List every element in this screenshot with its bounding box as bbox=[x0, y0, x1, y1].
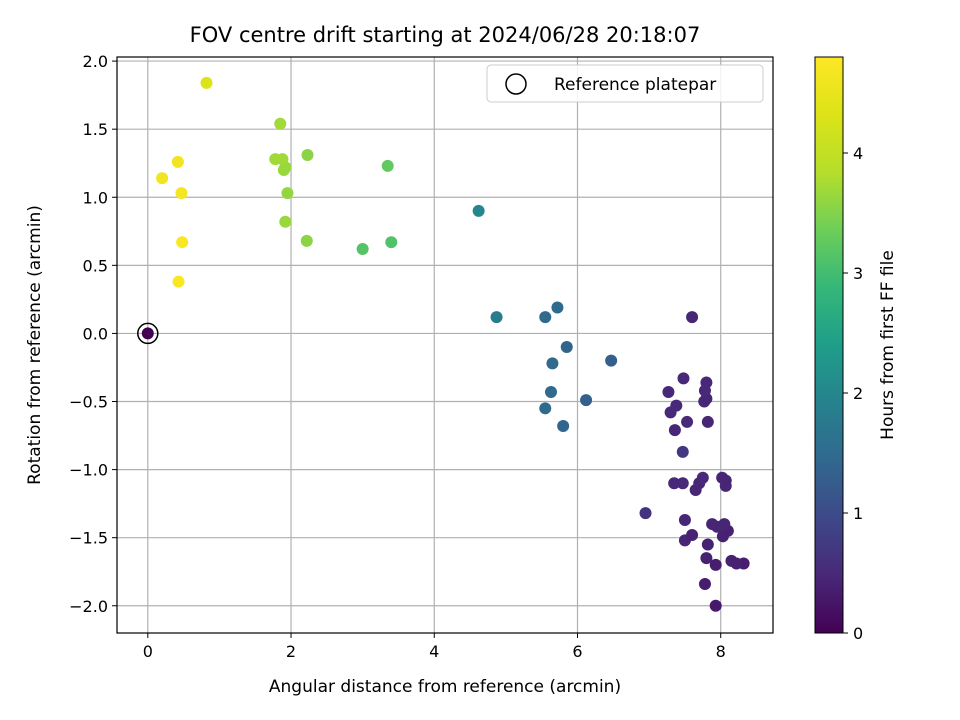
data-point bbox=[472, 204, 485, 217]
x-axis-label: Angular distance from reference (arcmin) bbox=[269, 677, 621, 697]
y-tick-label: 1.5 bbox=[83, 120, 108, 139]
data-point bbox=[560, 341, 573, 354]
y-tick-label: −2.0 bbox=[69, 597, 108, 616]
colorbar-tick-label: 2 bbox=[853, 384, 863, 403]
data-point bbox=[700, 552, 713, 565]
data-point bbox=[356, 243, 369, 255]
data-point bbox=[696, 471, 709, 484]
data-point bbox=[676, 477, 689, 490]
legend-label-reference: Reference platepar bbox=[554, 75, 716, 95]
data-point bbox=[301, 149, 314, 162]
y-tick-label: −0.5 bbox=[69, 393, 108, 412]
colorbar-tick-label: 0 bbox=[853, 624, 863, 643]
data-point bbox=[141, 327, 154, 340]
data-point bbox=[385, 236, 398, 249]
x-tick-label: 8 bbox=[716, 642, 726, 661]
data-point bbox=[668, 424, 681, 437]
y-tick-label: 0.0 bbox=[83, 324, 108, 343]
y-axis-ticks: −2.0 −1.5 −1.0 −0.5 0.0 0.5 1.0 1.5 2.0 bbox=[69, 52, 117, 616]
data-points bbox=[137, 76, 750, 612]
data-point bbox=[200, 76, 213, 89]
data-point bbox=[709, 558, 722, 571]
plot-area bbox=[117, 57, 773, 633]
chart-title: FOV centre drift starting at 2024/06/28 … bbox=[190, 23, 701, 47]
data-point bbox=[718, 518, 731, 531]
data-point bbox=[677, 372, 690, 385]
legend-marker-reference bbox=[505, 73, 527, 95]
y-tick-label: −1.0 bbox=[69, 461, 108, 480]
x-tick-label: 2 bbox=[286, 642, 296, 661]
data-point bbox=[670, 399, 683, 412]
data-point bbox=[678, 513, 691, 526]
data-point bbox=[580, 394, 593, 407]
x-tick-label: 0 bbox=[143, 642, 153, 661]
data-point bbox=[686, 528, 699, 541]
data-point bbox=[668, 477, 681, 490]
data-point bbox=[171, 155, 184, 168]
x-tick-label: 6 bbox=[572, 642, 582, 661]
plot-frame bbox=[116, 56, 774, 634]
reference-marker bbox=[137, 322, 159, 345]
data-point bbox=[698, 577, 711, 590]
y-tick-label: 0.5 bbox=[83, 256, 108, 275]
x-axis-ticks: 0 2 4 6 8 bbox=[143, 633, 726, 661]
y-tick-label: 2.0 bbox=[83, 52, 108, 71]
data-point bbox=[700, 376, 713, 389]
data-point bbox=[300, 234, 313, 247]
data-point bbox=[276, 153, 289, 166]
y-tick-label: −1.5 bbox=[69, 529, 108, 548]
data-point bbox=[709, 599, 722, 612]
colorbar-label: Hours from first FF file bbox=[878, 250, 898, 440]
x-tick-label: 4 bbox=[429, 642, 439, 661]
data-point bbox=[676, 445, 689, 458]
data-point bbox=[681, 415, 694, 428]
data-point bbox=[662, 385, 675, 398]
legend: Reference platepar bbox=[486, 64, 764, 103]
y-tick-label: 1.0 bbox=[83, 188, 108, 207]
data-point bbox=[544, 385, 557, 398]
data-point bbox=[539, 311, 552, 324]
colorbar-tick-label: 1 bbox=[853, 504, 863, 523]
data-point bbox=[701, 415, 714, 428]
colorbar bbox=[814, 56, 844, 634]
data-point bbox=[557, 420, 570, 433]
y-axis-label: Rotation from reference (arcmin) bbox=[25, 205, 45, 485]
data-point bbox=[274, 117, 287, 130]
data-point bbox=[725, 554, 738, 567]
data-point bbox=[176, 236, 189, 249]
data-point bbox=[156, 172, 169, 185]
data-point bbox=[381, 159, 394, 172]
colorbar-tick-label: 4 bbox=[853, 144, 863, 163]
data-point bbox=[639, 507, 652, 520]
data-point bbox=[686, 311, 699, 324]
data-point bbox=[175, 187, 188, 200]
colorbar-tick-label: 3 bbox=[853, 264, 863, 283]
data-point bbox=[546, 357, 559, 370]
data-point bbox=[605, 354, 618, 367]
legend-box bbox=[486, 64, 764, 103]
data-point bbox=[539, 402, 552, 415]
data-point bbox=[172, 275, 185, 288]
data-point bbox=[551, 301, 564, 314]
gridlines bbox=[117, 57, 773, 633]
data-point bbox=[701, 538, 714, 551]
data-point bbox=[279, 215, 292, 228]
data-point bbox=[490, 311, 503, 324]
data-point bbox=[719, 479, 732, 492]
colorbar-ticks: 0 1 2 3 4 bbox=[843, 144, 863, 643]
data-point bbox=[281, 187, 294, 200]
